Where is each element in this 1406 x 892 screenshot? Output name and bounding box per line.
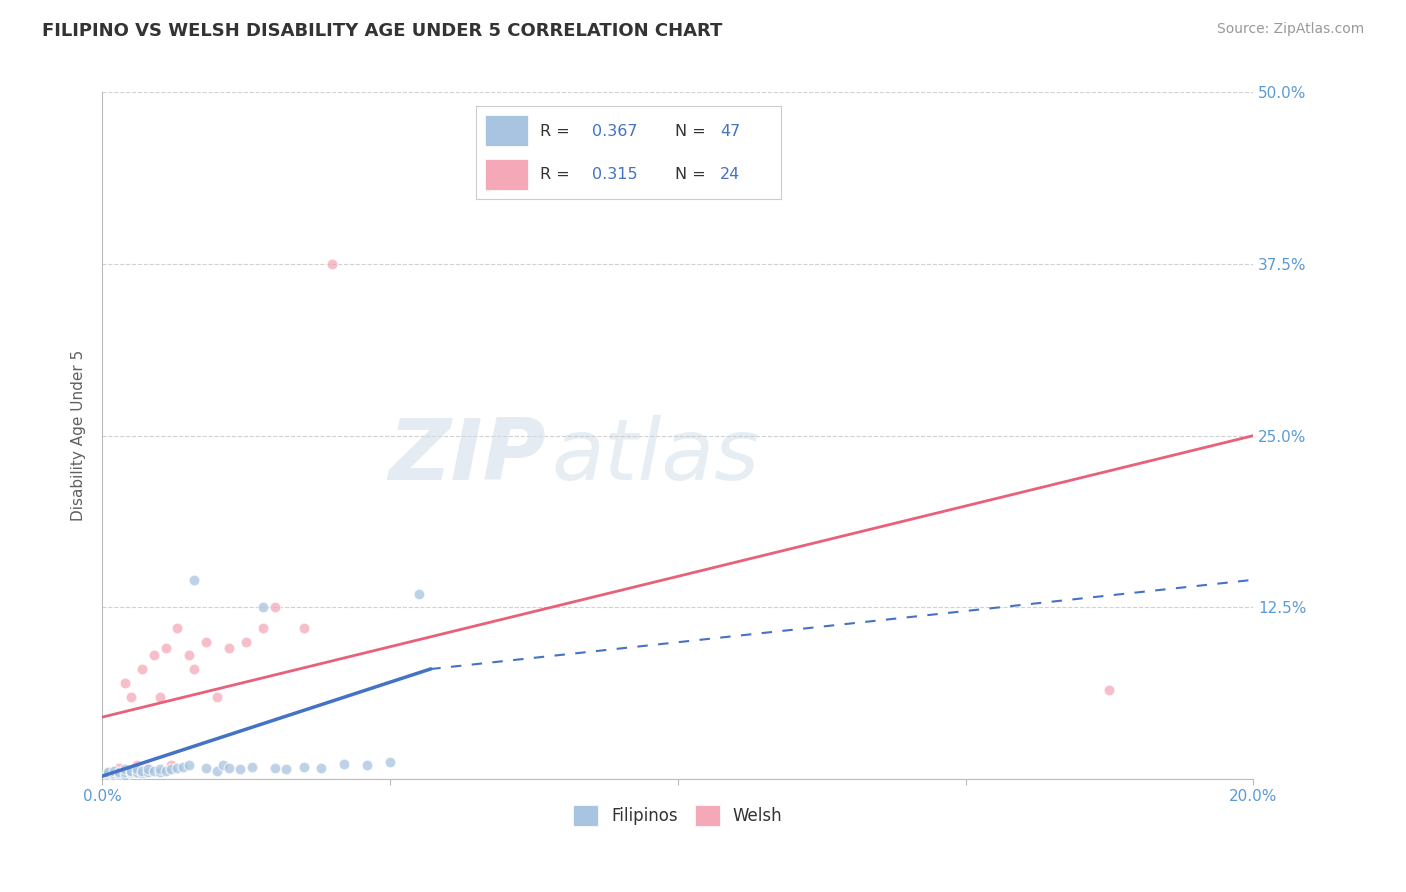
Point <box>378 756 401 770</box>
Point <box>155 764 177 778</box>
Point <box>120 690 142 704</box>
Point <box>97 765 120 780</box>
Point <box>212 758 235 772</box>
Point <box>356 758 378 772</box>
Text: atlas: atlas <box>551 415 759 498</box>
Point <box>108 765 131 780</box>
Point <box>143 648 166 663</box>
Point <box>103 768 125 782</box>
Point <box>114 762 136 776</box>
Point <box>143 764 166 778</box>
Point <box>136 762 159 776</box>
Point <box>160 758 183 772</box>
Text: FILIPINO VS WELSH DISABILITY AGE UNDER 5 CORRELATION CHART: FILIPINO VS WELSH DISABILITY AGE UNDER 5… <box>42 22 723 40</box>
Point <box>408 586 430 600</box>
Point <box>1098 682 1121 697</box>
Legend: Filipinos, Welsh: Filipinos, Welsh <box>567 798 789 832</box>
Point <box>235 634 257 648</box>
Point <box>155 641 177 656</box>
Point <box>120 766 142 780</box>
Point <box>120 765 142 780</box>
Point <box>177 648 200 663</box>
Point <box>97 768 120 782</box>
Point <box>103 764 125 778</box>
Point <box>229 762 252 776</box>
Point <box>207 690 229 704</box>
Point <box>166 621 188 635</box>
Point <box>183 573 205 587</box>
Point <box>218 641 240 656</box>
Point <box>194 634 217 648</box>
Point <box>103 766 125 780</box>
Point <box>97 766 120 780</box>
Point <box>218 761 240 775</box>
Point <box>321 257 343 271</box>
Point <box>166 761 188 775</box>
Point <box>177 758 200 772</box>
Point <box>125 765 148 780</box>
Point <box>240 759 263 773</box>
Point <box>108 761 131 775</box>
Point <box>333 756 356 771</box>
Point <box>207 764 229 778</box>
Point <box>292 621 315 635</box>
Point <box>276 762 298 776</box>
Text: ZIP: ZIP <box>388 415 546 498</box>
Point <box>252 600 274 615</box>
Point <box>131 764 153 778</box>
Point <box>97 765 120 780</box>
Point <box>103 769 125 783</box>
Point <box>160 762 183 776</box>
Point <box>194 761 217 775</box>
Text: Source: ZipAtlas.com: Source: ZipAtlas.com <box>1216 22 1364 37</box>
Point <box>149 762 172 776</box>
Point <box>120 764 142 778</box>
Y-axis label: Disability Age Under 5: Disability Age Under 5 <box>72 350 86 521</box>
Point <box>136 765 159 780</box>
Point <box>309 761 332 775</box>
Point <box>114 675 136 690</box>
Point <box>136 761 159 775</box>
Point <box>114 765 136 780</box>
Point <box>125 762 148 776</box>
Point <box>103 764 125 778</box>
Point <box>172 759 194 773</box>
Point <box>125 758 148 772</box>
Point <box>263 761 285 775</box>
Point <box>131 662 153 676</box>
Point <box>114 768 136 782</box>
Point <box>125 766 148 780</box>
Point <box>292 759 315 773</box>
Point <box>131 766 153 780</box>
Point <box>183 662 205 676</box>
Point <box>263 600 285 615</box>
Point <box>252 621 274 635</box>
Point <box>149 765 172 780</box>
Point <box>149 690 172 704</box>
Point <box>108 766 131 780</box>
Point <box>108 768 131 782</box>
